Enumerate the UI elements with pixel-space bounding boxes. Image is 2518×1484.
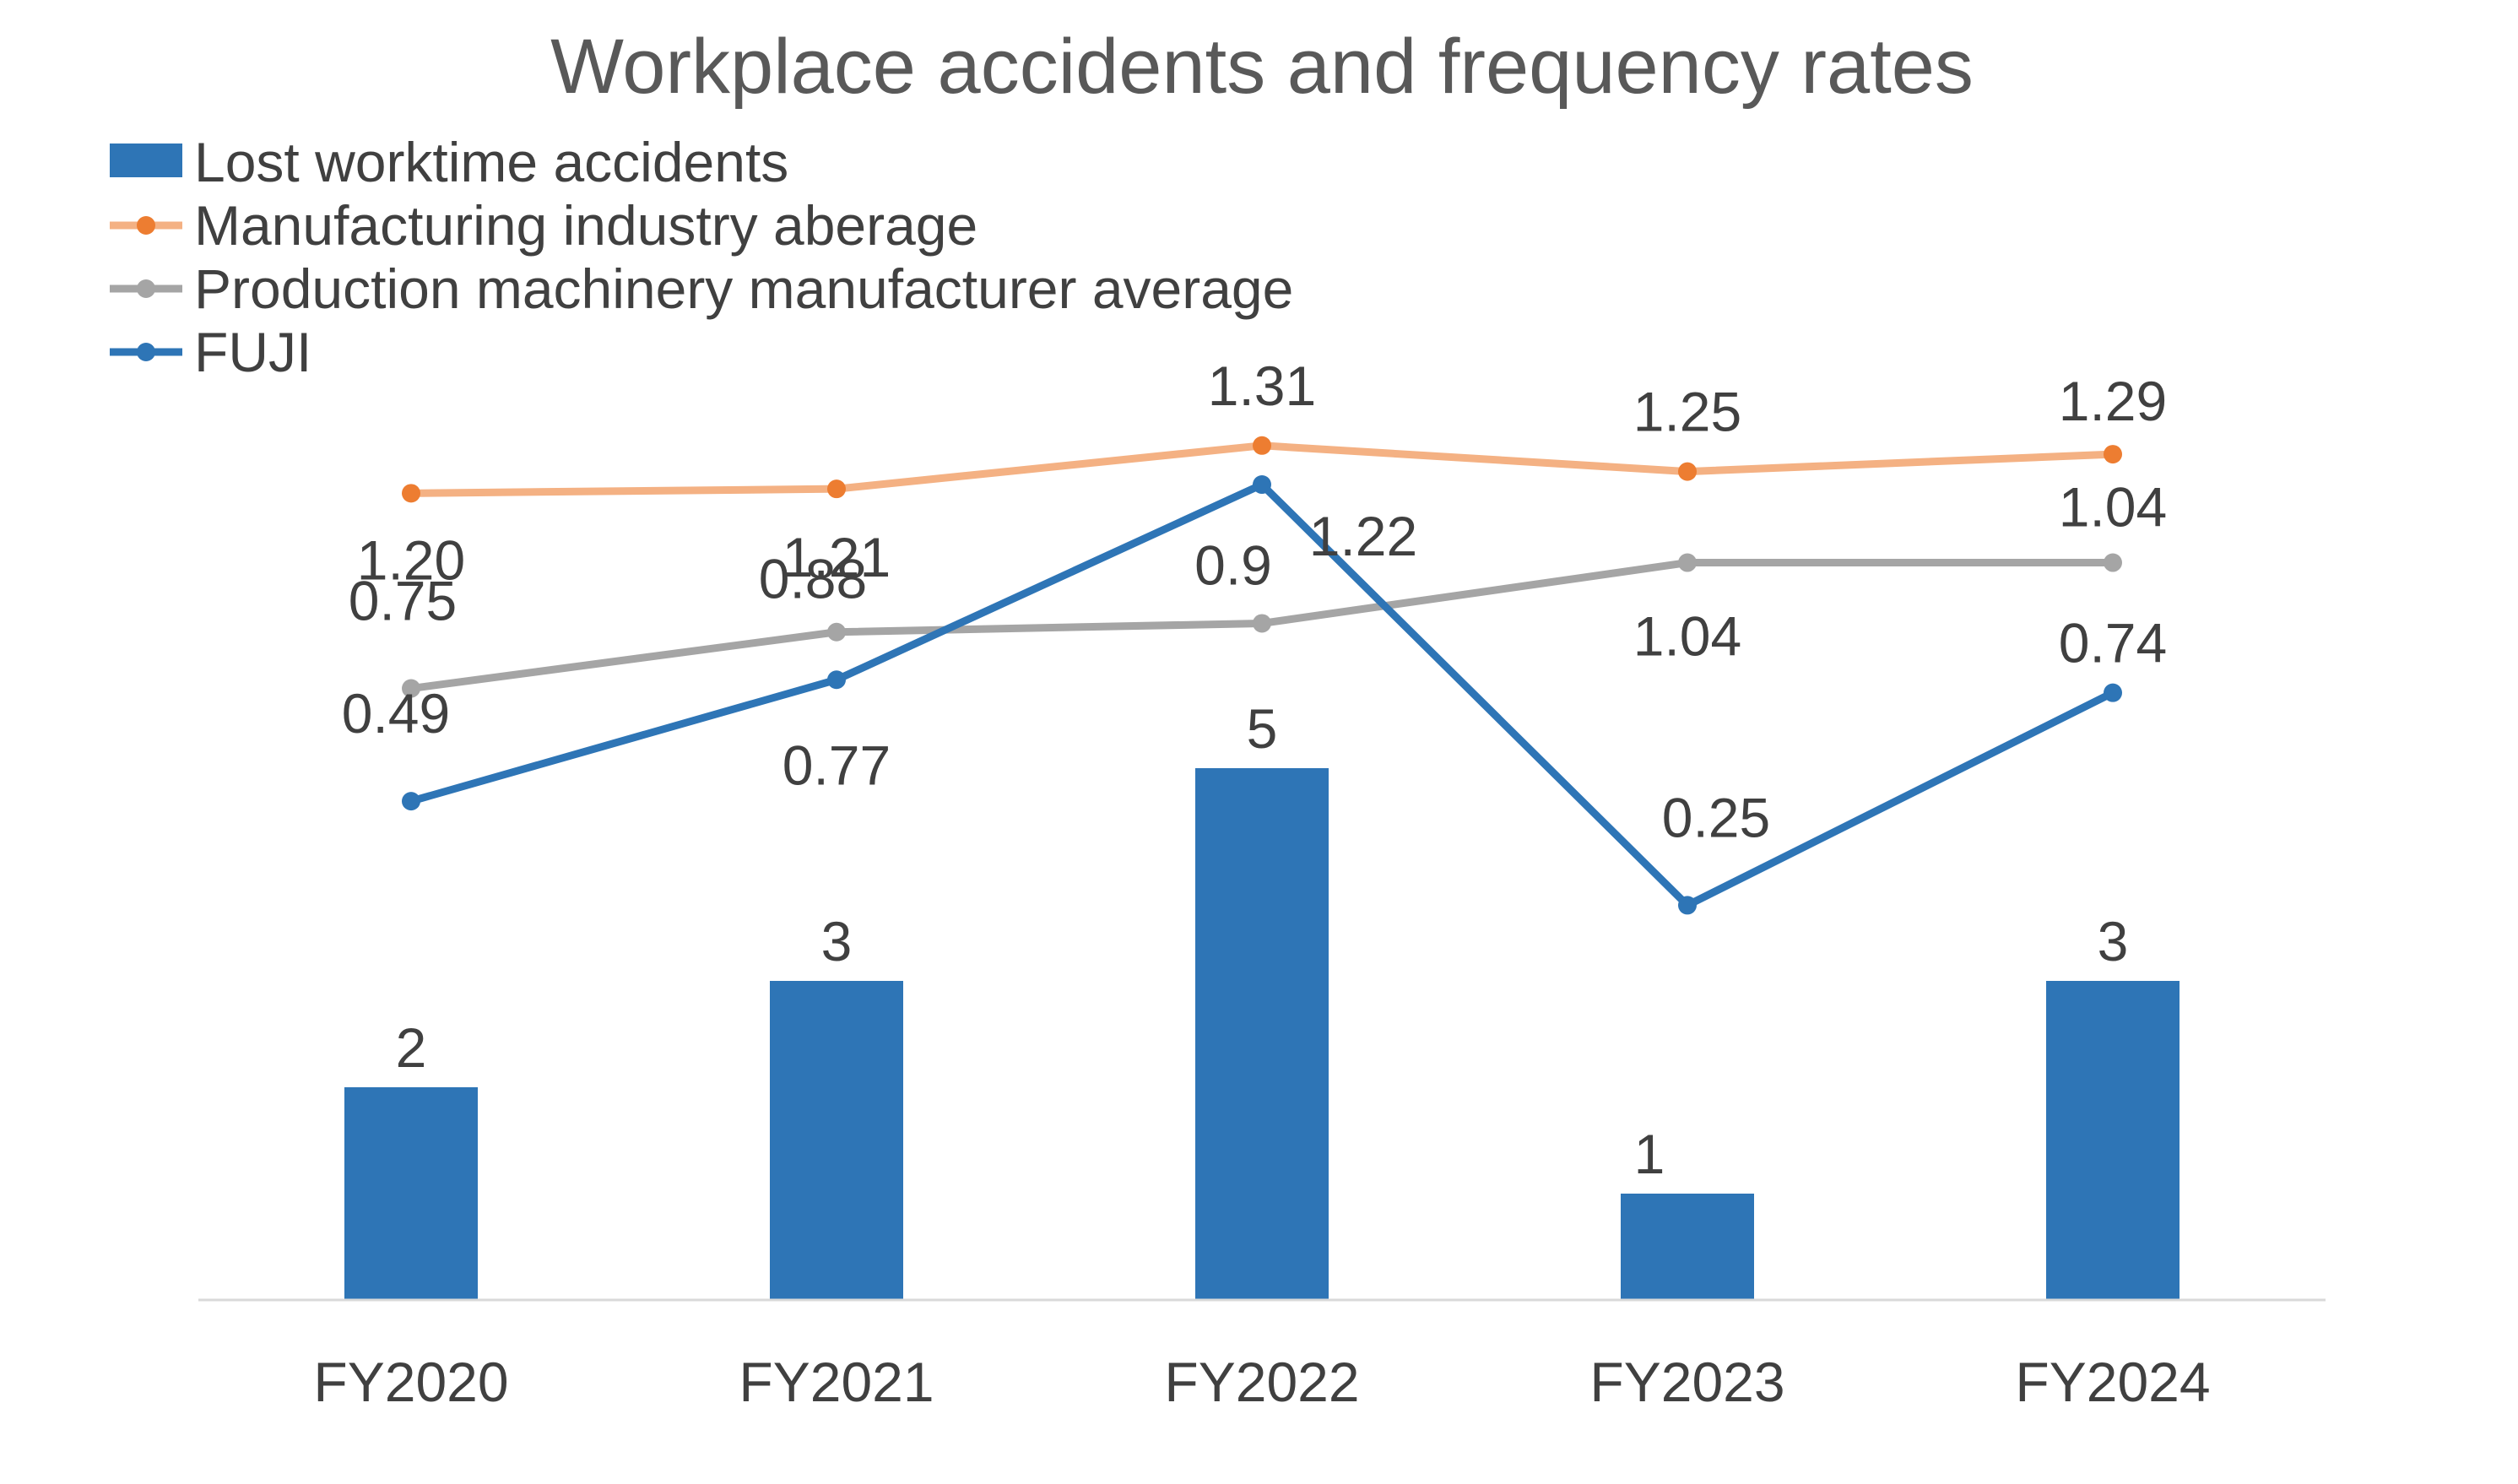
point-production-machinery-FY2022 [1253,614,1271,633]
legend-label: Production machinery manufacturer averag… [194,257,1293,320]
bars [344,768,2180,1300]
bar-FY2021 [770,981,903,1300]
point-manufacturing-industry-FY2022 [1253,436,1271,455]
x-axis-ticks: FY2020 FY2021 FY2022 FY2023 FY2024 [313,1351,2210,1413]
lines [402,436,2122,915]
bar-FY2022 [1195,768,1329,1300]
legend-item-manufacturing: Manufacturing industry aberage [110,194,977,257]
point-manufacturing-industry-FY2021 [827,479,846,499]
data-label-fuji-FY2020: 0.49 [342,682,450,745]
data-label-manufacturing-industry-FY2020: 1.20 [357,528,465,591]
legend-marker [137,343,155,361]
legend-marker [137,279,155,298]
data-label-manufacturing-industry-FY2021: 1.21 [782,526,891,588]
data-label-production-machinery-FY2020: 0.75 [349,570,457,632]
x-tick-label: FY2023 [1589,1351,1784,1413]
data-label-production-machinery-FY2021: 0.88 [759,548,867,610]
legend-label: FUJI [194,321,311,383]
point-production-machinery-FY2020 [402,679,420,698]
x-tick-label: FY2024 [2015,1351,2210,1413]
point-fuji-FY2020 [402,792,420,811]
bar-FY2024 [2046,981,2180,1300]
point-production-machinery-FY2024 [2104,553,2122,572]
point-fuji-FY2024 [2104,683,2122,702]
data-label-fuji-FY2023: 0.25 [1662,786,1770,848]
x-tick-label: FY2021 [739,1351,934,1413]
bar-FY2020 [344,1087,478,1300]
point-fuji-FY2021 [827,670,846,690]
point-manufacturing-industry-FY2024 [2104,445,2122,464]
data-label-fuji-FY2022: 1.22 [1309,505,1417,567]
data-labels: 1.20 1.21 1.31 1.25 1.29 0.75 0.88 0.9 1.04 1.04 0… [342,355,2167,1185]
data-label-bar-FY2024: 3 [2098,910,2129,972]
legend-swatch [110,144,182,177]
x-tick-label: FY2022 [1164,1351,1359,1413]
legend-item-fuji: FUJI [110,321,311,383]
data-label-fuji-FY2021: 0.77 [782,734,891,796]
point-fuji-FY2022 [1253,475,1271,495]
legend-item-lost-worktime: Lost worktime accidents [110,131,788,193]
legend-marker [137,216,155,235]
legend-label: Lost worktime accidents [194,131,788,193]
point-fuji-FY2023 [1678,896,1697,915]
x-tick-label: FY2020 [313,1351,508,1413]
point-production-machinery-FY2023 [1678,553,1697,572]
data-label-fuji-FY2024: 0.74 [2059,612,2167,674]
legend-item-production: Production machinery manufacturer averag… [110,257,1293,320]
point-manufacturing-industry-FY2023 [1678,462,1697,481]
point-manufacturing-industry-FY2020 [402,484,420,503]
data-label-bar-FY2021: 3 [821,910,853,972]
data-label-bar-FY2022: 5 [1247,697,1278,760]
point-production-machinery-FY2021 [827,622,846,642]
legend-label: Manufacturing industry aberage [194,194,977,257]
data-label-manufacturing-industry-FY2023: 1.25 [1633,381,1741,443]
data-label-production-machinery-FY2023: 1.04 [1633,605,1741,668]
data-label-manufacturing-industry-FY2024: 1.29 [2059,370,2167,432]
data-label-manufacturing-industry-FY2022: 1.31 [1208,355,1316,417]
bar-FY2023 [1621,1194,1754,1300]
data-label-production-machinery-FY2022: 0.9 [1194,533,1272,596]
data-label-production-machinery-FY2024: 1.04 [2059,476,2167,539]
data-label-bar-FY2023: 1 [1634,1123,1665,1185]
chart-title: Workplace accidents and frequency rates [550,24,1974,110]
data-label-bar-FY2020: 2 [396,1016,427,1079]
